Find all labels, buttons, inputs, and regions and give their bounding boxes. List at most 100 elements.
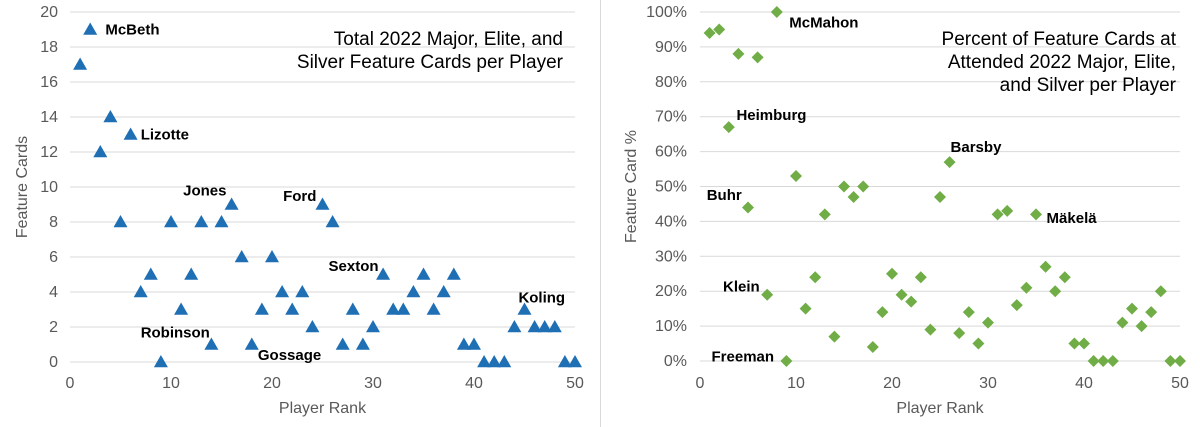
data-point xyxy=(962,306,975,319)
data-point xyxy=(1030,208,1042,221)
x-tick-label: 40 xyxy=(1075,375,1093,392)
y-tick-label: 12 xyxy=(40,144,58,161)
data-point xyxy=(895,288,908,301)
data-point xyxy=(934,190,946,203)
data-point xyxy=(527,320,542,333)
player-annotation: Heimburg xyxy=(736,107,806,124)
data-point xyxy=(742,201,754,214)
player-annotation: Buhr xyxy=(707,187,742,204)
y-tick-label: 20% xyxy=(655,283,687,300)
x-tick-label: 20 xyxy=(883,375,901,392)
y-tick-label: 90% xyxy=(655,39,687,56)
y-tick-label: 30% xyxy=(655,248,687,265)
data-point xyxy=(1020,281,1033,294)
y-axis-label: Feature Cards xyxy=(14,136,31,238)
y-tick-label: 50% xyxy=(655,179,687,196)
data-point xyxy=(265,250,279,263)
data-point xyxy=(799,302,812,315)
data-point xyxy=(828,330,841,343)
player-annotation: Sexton xyxy=(329,258,379,275)
data-point xyxy=(1126,302,1138,315)
chart-title-line: Silver Feature Cards per Player xyxy=(297,52,564,73)
data-point xyxy=(416,267,431,280)
player-annotation: Lizotte xyxy=(141,127,189,144)
data-point xyxy=(1068,337,1081,350)
data-point xyxy=(446,267,461,280)
data-point xyxy=(1135,320,1148,333)
data-point xyxy=(204,337,219,350)
data-point xyxy=(713,23,726,36)
x-tick-label: 0 xyxy=(66,375,75,392)
data-point xyxy=(866,341,879,354)
y-tick-label: 20 xyxy=(40,4,58,21)
panel-divider xyxy=(600,0,601,427)
data-point xyxy=(886,267,898,280)
data-point xyxy=(1116,316,1129,329)
data-point xyxy=(732,47,745,60)
data-point xyxy=(1039,260,1052,273)
data-point xyxy=(1154,285,1167,298)
data-point xyxy=(295,285,310,298)
data-point xyxy=(184,267,199,280)
player-annotation: Klein xyxy=(723,279,760,296)
chart-title-line: Total 2022 Major, Elite, and xyxy=(334,29,563,50)
data-point xyxy=(93,145,108,158)
data-point xyxy=(722,121,735,134)
x-tick-label: 30 xyxy=(364,375,382,392)
data-point xyxy=(1106,355,1119,367)
data-point xyxy=(914,271,927,284)
data-point xyxy=(366,320,380,333)
x-tick-label: 50 xyxy=(566,375,584,392)
y-tick-label: 4 xyxy=(49,284,58,301)
data-point xyxy=(315,197,330,210)
data-point xyxy=(507,320,522,333)
y-tick-label: 2 xyxy=(49,319,58,336)
data-point xyxy=(953,327,966,340)
data-point xyxy=(214,215,229,228)
data-point xyxy=(477,355,492,368)
data-point xyxy=(1078,337,1090,350)
data-point xyxy=(943,156,956,169)
player-annotation: Koling xyxy=(518,289,565,306)
data-point xyxy=(305,320,320,333)
player-annotation: Gossage xyxy=(258,347,321,364)
data-point xyxy=(153,355,168,368)
player-annotation: Robinson xyxy=(141,324,210,341)
y-axis-label: Feature Card % xyxy=(623,130,640,243)
chart-title-line: Attended 2022 Major, Elite, xyxy=(948,52,1176,73)
data-point xyxy=(386,302,401,315)
data-point xyxy=(234,250,249,263)
x-tick-label: 0 xyxy=(696,375,705,392)
data-point xyxy=(751,51,764,64)
data-point xyxy=(1049,285,1062,298)
data-point xyxy=(857,180,870,193)
player-annotation: Jones xyxy=(183,183,226,200)
data-point xyxy=(285,302,300,315)
data-point xyxy=(436,285,451,298)
data-point xyxy=(770,6,783,18)
data-point xyxy=(905,295,918,308)
y-tick-label: 60% xyxy=(655,144,687,161)
data-point xyxy=(568,355,582,368)
data-point xyxy=(761,288,774,301)
player-annotation: Ford xyxy=(283,188,316,205)
x-tick-label: 10 xyxy=(162,375,180,392)
y-tick-label: 10 xyxy=(40,179,58,196)
chart-title-line: and Silver per Player xyxy=(1000,75,1177,96)
x-tick-label: 50 xyxy=(1171,375,1189,392)
data-point xyxy=(924,323,937,336)
data-point xyxy=(982,316,994,329)
data-point xyxy=(275,285,290,298)
y-tick-label: 10% xyxy=(655,318,687,335)
y-tick-label: 18 xyxy=(40,39,58,56)
data-point xyxy=(244,337,259,350)
player-annotation: Barsby xyxy=(951,139,1003,156)
data-point xyxy=(164,215,178,228)
y-tick-label: 14 xyxy=(40,109,58,126)
data-point xyxy=(517,302,532,315)
feature-cards-chart: 0 2 4 6 8 10 12 14 16 18 20 0 10 20 30 40 50 Player Rank F… xyxy=(14,4,584,417)
data-point xyxy=(123,127,138,140)
data-point xyxy=(456,337,471,350)
data-point xyxy=(972,337,985,350)
y-tick-label: 80% xyxy=(655,74,687,91)
